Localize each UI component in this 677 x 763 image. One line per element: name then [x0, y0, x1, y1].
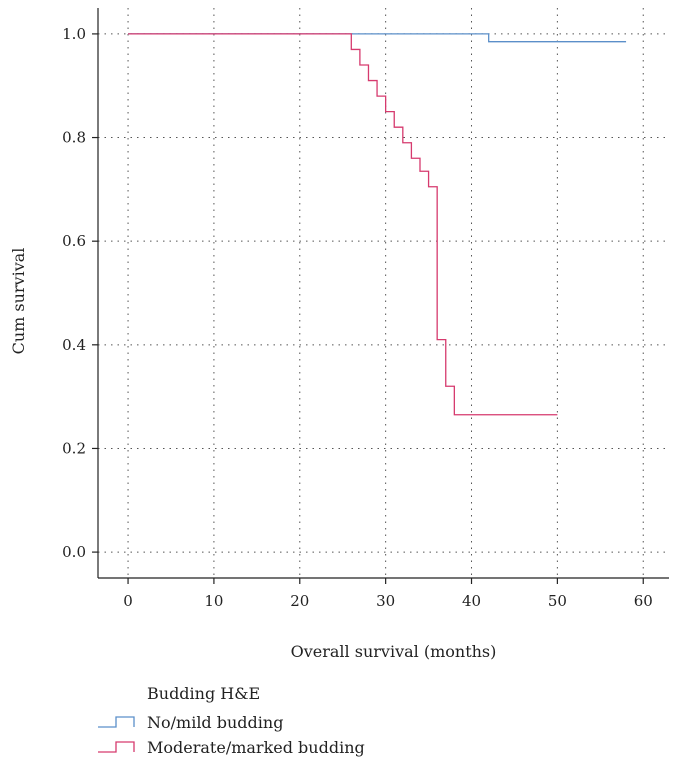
y-tick-label: 0.8 [62, 129, 86, 147]
x-tick-label: 60 [634, 592, 653, 610]
series-line-no-mild-budding [128, 33, 627, 43]
grid-lines [98, 8, 669, 578]
y-tick-label: 0.4 [62, 336, 86, 354]
x-tick-label: 10 [204, 592, 223, 610]
legend-label-moderate-marked-budding: Moderate/marked budding [147, 738, 365, 757]
x-tick-label: 0 [123, 592, 133, 610]
legend-title: Budding H&E [147, 684, 260, 703]
legend-swatch-no-mild-budding [98, 716, 135, 728]
y-tick-label: 0.0 [62, 543, 86, 561]
x-tick-label: 40 [462, 592, 481, 610]
survival-curves [128, 33, 627, 416]
tick-labels: 0 10 20 30 40 50 60 0.0 0.2 0.4 0.6 0.8 1.0 [62, 25, 653, 610]
x-axis-title: Overall survival (months) [291, 642, 497, 661]
legend: Budding H&E No/mild budding Moderate/mark… [98, 684, 365, 757]
legend-items: No/mild budding Moderate/marked budding [98, 713, 365, 757]
x-tick-label: 20 [290, 592, 309, 610]
series-line-moderate-marked-budding [128, 33, 558, 416]
x-tick-label: 50 [548, 592, 567, 610]
y-tick-label: 1.0 [62, 25, 86, 43]
legend-swatch-moderate-marked-budding [98, 741, 135, 753]
x-tick-label: 30 [376, 592, 395, 610]
y-tick-label: 0.2 [62, 439, 86, 457]
y-tick-label: 0.6 [62, 232, 86, 250]
axes [92, 8, 669, 584]
legend-label-no-mild-budding: No/mild budding [147, 713, 283, 732]
y-axis-title: Cum survival [9, 248, 28, 355]
